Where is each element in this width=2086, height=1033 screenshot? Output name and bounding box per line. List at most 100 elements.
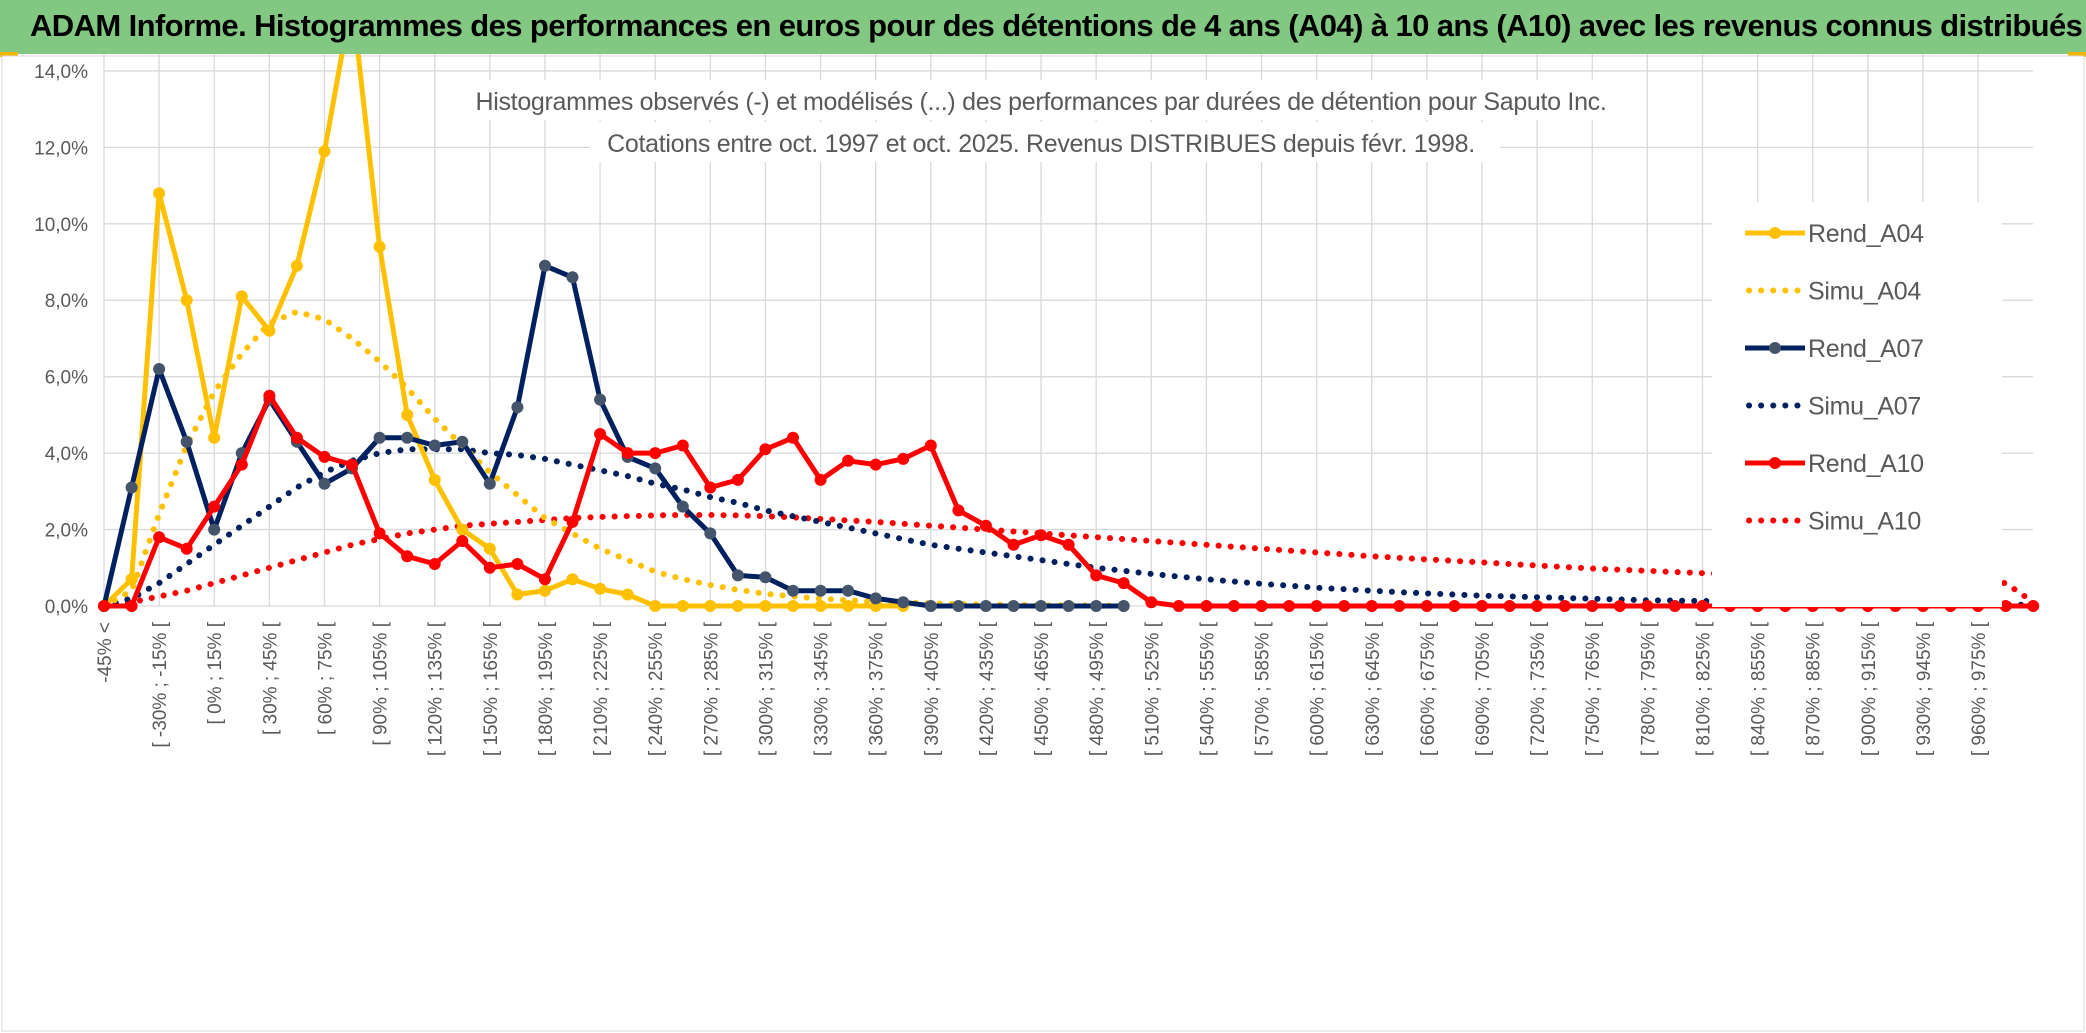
data-point-rend-a10 <box>649 447 662 460</box>
x-tick-label: [ 840% ; 855% [ <box>1749 621 1770 756</box>
data-point-rend-a10 <box>704 481 717 494</box>
x-tick-label: [ 660% ; 675% [ <box>1418 621 1439 756</box>
data-point-rend-a04 <box>373 240 386 253</box>
data-point-rend-a04 <box>318 145 331 158</box>
data-point-rend-a04 <box>566 573 579 586</box>
data-point-rend-a10 <box>1200 600 1213 612</box>
data-point-rend-a07 <box>1090 600 1103 612</box>
data-point-rend-a07 <box>566 271 579 284</box>
data-point-rend-a10 <box>1558 600 1571 612</box>
data-point-rend-a04 <box>787 600 799 612</box>
data-point-rend-a04 <box>263 324 276 337</box>
data-point-rend-a04 <box>235 290 248 303</box>
data-point-rend-a04 <box>428 473 441 486</box>
data-point-rend-a10 <box>401 550 414 563</box>
chart-title-block: Histogrammes observés (-) et modélisés (… <box>448 80 1638 162</box>
data-point-rend-a07 <box>180 435 193 448</box>
data-point-rend-a10 <box>1145 596 1158 609</box>
gridlines <box>103 54 2034 607</box>
data-point-rend-a07 <box>869 592 882 605</box>
data-point-rend-a04 <box>456 523 469 536</box>
x-tick-label: [ 900% ; 915% [ <box>1859 621 1880 756</box>
data-point-rend-a04 <box>153 187 166 200</box>
data-point-rend-a10 <box>180 542 193 555</box>
x-tick-label: [ 510% ; 525% [ <box>1142 621 1163 756</box>
chart-title: Histogrammes observés (-) et modélisés (… <box>475 88 1606 116</box>
data-point-rend-a10 <box>290 431 303 444</box>
data-point-rend-a10 <box>731 473 744 486</box>
x-tick-label: [ 90% ; 105% [ <box>371 621 392 745</box>
data-point-rend-a10 <box>1531 600 1544 612</box>
data-point-rend-a10 <box>1613 600 1626 612</box>
x-tick-label: [ 210% ; 225% [ <box>591 621 612 756</box>
data-point-rend-a04 <box>676 600 689 612</box>
legend-marker-rend-a07 <box>1769 342 1781 354</box>
y-tick-label: 4,0% <box>45 444 88 465</box>
data-point-rend-a10 <box>1365 600 1378 612</box>
x-tick-label: [ 690% ; 705% [ <box>1473 621 1494 756</box>
data-point-rend-a10 <box>1255 600 1268 612</box>
y-tick-label: 10,0% <box>34 215 88 236</box>
data-point-rend-a10 <box>373 527 386 540</box>
data-point-rend-a07 <box>318 477 331 490</box>
data-point-rend-a04 <box>759 600 772 612</box>
data-point-rend-a07 <box>787 584 799 597</box>
x-axis: -45% < [ -30% ; -15% [[ 0% ; 15% [[ 30% ;… <box>95 621 1990 756</box>
x-tick-label: [ 810% ; 825% [ <box>1693 621 1714 756</box>
x-tick-label: [ 540% ; 555% [ <box>1197 621 1218 756</box>
data-point-rend-a10 <box>1007 538 1020 551</box>
data-point-rend-a04 <box>594 582 607 595</box>
data-point-rend-a10 <box>1668 600 1681 612</box>
legend-label-simu-a10: Simu_A10 <box>1808 508 1921 536</box>
data-point-rend-a07 <box>539 259 551 272</box>
corner-accent-right <box>2068 52 2086 57</box>
series-line-simu-a10 <box>101 512 2037 609</box>
x-tick-label: [ 750% ; 765% [ <box>1583 621 1604 756</box>
data-point-rend-a10 <box>621 447 634 460</box>
data-point-rend-a07 <box>511 401 524 414</box>
x-tick-label: [ 570% ; 585% [ <box>1253 621 1274 756</box>
data-point-rend-a10 <box>98 600 110 612</box>
x-tick-label: [ 960% ; 975% [ <box>1969 621 1990 756</box>
x-tick-label: [ 30% ; 45% [ <box>260 621 281 735</box>
data-point-rend-a10 <box>1062 538 1075 551</box>
x-tick-label: [ 60% ; 75% [ <box>315 621 336 735</box>
data-point-rend-a10 <box>1420 600 1433 612</box>
data-point-rend-a07 <box>649 462 662 475</box>
data-point-rend-a07 <box>1007 600 1020 612</box>
x-tick-label: [ 180% ; 195% [ <box>536 621 557 756</box>
data-point-rend-a10 <box>952 504 965 517</box>
data-point-rend-a10 <box>1641 600 1654 612</box>
x-tick-label: [ 870% ; 885% [ <box>1804 621 1825 756</box>
data-point-rend-a10 <box>1476 600 1488 612</box>
x-tick-label: [ 780% ; 795% [ <box>1638 621 1659 756</box>
y-axis: 0,0%2,0%4,0%6,0%8,0%10,0%12,0%14,0%16,0%… <box>34 62 88 618</box>
data-point-rend-a10 <box>235 458 248 471</box>
legend: Rend_A04 Simu_A04 Rend_A07 Simu_A07 Rend_A10… <box>1712 202 2002 607</box>
data-point-rend-a10 <box>594 428 607 440</box>
data-point-rend-a07 <box>676 500 689 513</box>
x-tick-label: [ -30% ; -15% [ <box>150 621 171 747</box>
data-point-rend-a07 <box>153 363 166 375</box>
data-point-rend-a10 <box>1228 600 1240 612</box>
legend-label-rend-a07: Rend_A07 <box>1808 335 1924 363</box>
data-point-rend-a10 <box>869 458 882 471</box>
data-point-rend-a07 <box>759 571 772 584</box>
data-point-rend-a10 <box>1035 529 1047 542</box>
data-point-rend-a10 <box>1999 600 2012 612</box>
x-tick-label: [ 630% ; 645% [ <box>1363 621 1384 756</box>
y-tick-label: 0,0% <box>45 597 88 618</box>
data-point-rend-a10 <box>511 558 524 570</box>
y-tick-label: 14,0% <box>34 62 88 83</box>
data-point-rend-a04 <box>511 588 524 601</box>
data-point-rend-a07 <box>456 435 469 448</box>
x-tick-label: [ 330% ; 345% [ <box>812 621 833 756</box>
data-point-rend-a10 <box>1338 600 1351 612</box>
title-bg <box>448 80 1638 120</box>
data-point-rend-a10 <box>1283 600 1296 612</box>
data-point-rend-a10 <box>897 452 910 465</box>
data-point-rend-a10 <box>842 454 855 467</box>
data-point-rend-a07 <box>704 527 717 540</box>
data-point-rend-a04 <box>125 573 138 586</box>
x-tick-label: [ 150% ; 165% [ <box>481 621 502 756</box>
